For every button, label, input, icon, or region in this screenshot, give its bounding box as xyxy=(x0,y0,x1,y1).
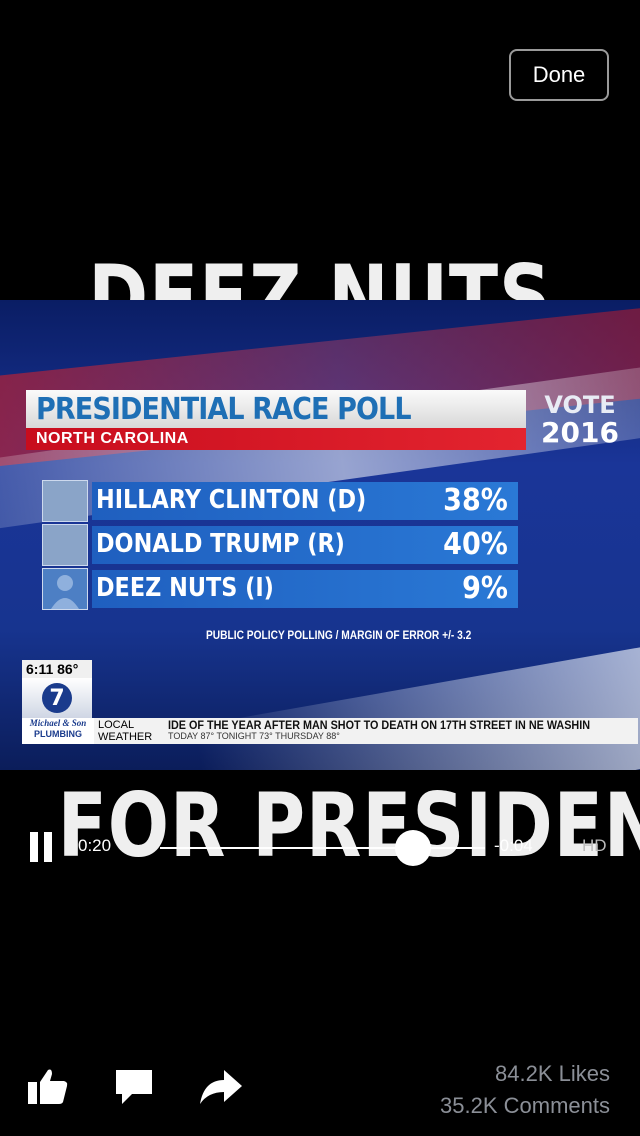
candidate-photo xyxy=(42,524,88,566)
overlay-bottom-text: FOR PRESIDENT xyxy=(57,774,640,877)
comment-icon[interactable] xyxy=(112,1064,158,1110)
weather-label: WEATHER xyxy=(98,731,153,743)
candidate-bar: HILLARY CLINTON (D) 38% xyxy=(92,482,518,520)
scrubber-track[interactable] xyxy=(160,847,485,849)
candidate-name: DEEZ NUTS (I) xyxy=(96,573,274,603)
candidate-percent: 40% xyxy=(443,527,508,562)
news-ticker: Michael & Son PLUMBING LOCAL WEATHER IDE… xyxy=(22,718,638,744)
forecast-strip: TODAY 87° TONIGHT 73° THURSDAY 88° xyxy=(168,731,340,741)
share-icon[interactable] xyxy=(198,1064,244,1110)
elapsed-time: 0:20 xyxy=(78,836,112,855)
sponsor-logo: Michael & Son PLUMBING xyxy=(22,718,94,744)
silhouette-icon xyxy=(42,568,88,610)
action-bar: 84.2K Likes 35.2K Comments xyxy=(0,1050,640,1120)
candidate-row: DONALD TRUMP (R) 40% xyxy=(42,524,520,566)
engagement-counts[interactable]: 84.2K Likes 35.2K Comments xyxy=(440,1058,610,1122)
poll-subtitle: NORTH CAROLINA xyxy=(36,430,189,447)
likes-count[interactable]: 84.2K Likes xyxy=(495,1061,610,1086)
candidate-name: HILLARY CLINTON (D) xyxy=(96,485,367,515)
video-controls: 0:20 -0:04 HD xyxy=(0,826,640,870)
local-label: LOCAL xyxy=(98,719,135,731)
poll-subtitle-bar: NORTH CAROLINA xyxy=(26,428,526,450)
local-weather-label: LOCAL WEATHER xyxy=(98,719,164,743)
video-frame[interactable]: PRESIDENTIAL RACE POLL NORTH CAROLINA VO… xyxy=(0,300,640,770)
hd-toggle[interactable]: HD xyxy=(582,836,607,855)
time-temperature: 6:11 86° xyxy=(22,660,92,678)
sponsor-name: Michael & Son xyxy=(29,718,87,728)
station-number: 7 xyxy=(42,683,72,713)
sponsor-type: PLUMBING xyxy=(34,729,82,739)
candidate-bar: DEEZ NUTS (I) 9% xyxy=(92,570,518,608)
candidate-row: HILLARY CLINTON (D) 38% xyxy=(42,480,520,522)
poll-title: PRESIDENTIAL RACE POLL xyxy=(36,392,412,427)
candidate-row: DEEZ NUTS (I) 9% xyxy=(42,568,520,610)
candidate-photo xyxy=(42,480,88,522)
candidate-percent: 9% xyxy=(462,571,508,606)
thumbs-up-icon[interactable] xyxy=(26,1064,72,1110)
remaining-time: -0:04 xyxy=(494,836,533,855)
scrubber-handle[interactable] xyxy=(395,830,431,866)
candidate-name: DONALD TRUMP (R) xyxy=(96,529,345,559)
comments-count[interactable]: 35.2K Comments xyxy=(440,1093,610,1118)
flag-stripe xyxy=(193,635,640,770)
vote-2016-logo: VOTE 2016 xyxy=(540,392,620,448)
candidate-percent: 38% xyxy=(443,483,508,518)
vote-year: 2016 xyxy=(541,416,619,449)
abc7-logo: 7 xyxy=(22,678,92,718)
done-button[interactable]: Done xyxy=(509,49,609,101)
ticker-crawl: IDE OF THE YEAR AFTER MAN SHOT TO DEATH … xyxy=(168,718,591,732)
candidate-bar: DONALD TRUMP (R) 40% xyxy=(92,526,518,564)
poll-title-bar: PRESIDENTIAL RACE POLL xyxy=(26,390,526,428)
poll-source: PUBLIC POLICY POLLING / MARGIN OF ERROR … xyxy=(206,628,472,642)
pause-icon[interactable] xyxy=(30,832,54,862)
vote-label: VOTE xyxy=(544,391,616,419)
